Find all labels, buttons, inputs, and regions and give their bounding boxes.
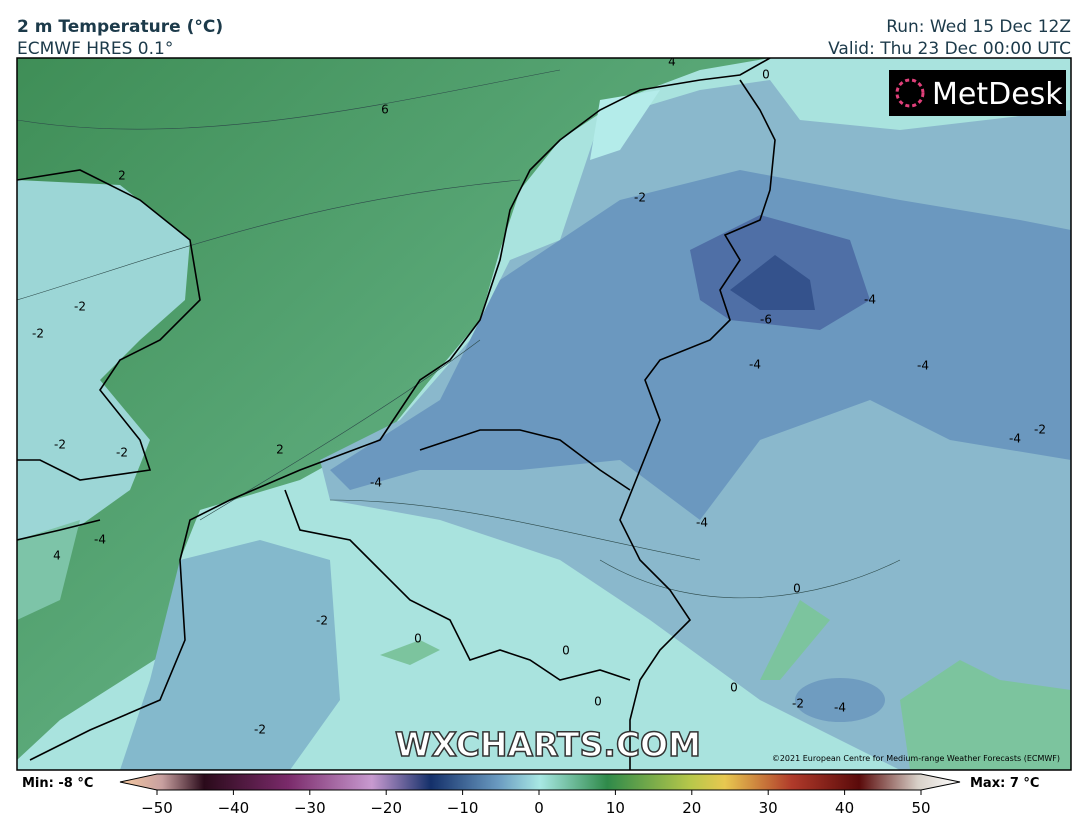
sea xyxy=(17,58,770,760)
border xyxy=(284,489,631,681)
contour-label: 0 xyxy=(730,681,738,695)
contour-label: -4 xyxy=(370,476,382,490)
subtitle: ECMWF HRES 0.1° xyxy=(17,39,173,59)
colorbar-tick-label: 20 xyxy=(682,799,701,817)
map-frame xyxy=(16,57,1072,771)
colorbar-tick-label: 50 xyxy=(911,799,930,817)
contour xyxy=(17,69,901,599)
contour-label: -2 xyxy=(254,723,266,737)
contour-label: 0 xyxy=(594,695,602,709)
logo-box xyxy=(889,70,1066,116)
warm-patch xyxy=(380,640,440,665)
colorbar-tick-label: −40 xyxy=(218,799,250,817)
colorbar xyxy=(119,773,961,791)
contour-label: 4 xyxy=(53,549,61,563)
contour-label: -2 xyxy=(1034,423,1046,437)
colorbar-tick-label: 0 xyxy=(534,799,544,817)
colorbar-tick-label: −20 xyxy=(370,799,402,817)
uk-land xyxy=(17,180,190,540)
contour-label: 2 xyxy=(118,169,126,183)
contour-label: -2 xyxy=(32,327,44,341)
contour-label: -4 xyxy=(94,533,106,547)
contour-label: -2 xyxy=(316,614,328,628)
valid-time: Valid: Thu 23 Dec 00:00 UTC xyxy=(828,39,1071,59)
border xyxy=(619,79,776,770)
contour-label: -4 xyxy=(1009,432,1021,446)
contour-label: -6 xyxy=(760,313,772,327)
colorbar-tick-label: −10 xyxy=(447,799,479,817)
contour-label: -4 xyxy=(696,516,708,530)
colorbar-tick-label: 10 xyxy=(606,799,625,817)
run-time: Run: Wed 15 Dec 12Z xyxy=(886,17,1071,37)
coast-light xyxy=(590,90,660,160)
contour-label: 0 xyxy=(562,644,570,658)
contour-label: -2 xyxy=(116,446,128,460)
coastline xyxy=(29,58,771,761)
france-cold xyxy=(120,540,340,770)
colorbar-tick-label: 40 xyxy=(835,799,854,817)
logo-icon xyxy=(895,78,925,108)
coastline-uk xyxy=(17,169,201,541)
contour-label: -2 xyxy=(792,697,804,711)
contour-label: 0 xyxy=(793,582,801,596)
contour-label: -2 xyxy=(74,300,86,314)
uk-south xyxy=(17,520,80,620)
cold-patch xyxy=(795,678,885,722)
logo: MetDesk xyxy=(889,70,1066,116)
logo-text: MetDesk xyxy=(932,77,1063,112)
colorbar-tick-label: −50 xyxy=(141,799,173,817)
copyright: ©2021 European Centre for Medium-range W… xyxy=(772,754,1060,763)
colorbar-tick-label: −30 xyxy=(294,799,326,817)
warm-patch xyxy=(900,660,1071,770)
watermark: WXCHARTS.COM xyxy=(395,725,701,764)
contour-label: -4 xyxy=(864,293,876,307)
contour-label: -2 xyxy=(54,438,66,452)
contour-label: 0 xyxy=(762,68,770,82)
warm-patch xyxy=(760,600,830,680)
title: 2 m Temperature (°C) xyxy=(17,17,223,37)
max-label: Max: 7 °C xyxy=(970,776,1039,791)
contour-label: 4 xyxy=(668,55,676,69)
map: 4 0 6 2 -2 -2 -2 -2 -2 -2 2 -4 4 -4 -6 -… xyxy=(17,55,1071,770)
colder-zone xyxy=(330,170,1071,520)
border xyxy=(419,429,631,491)
core xyxy=(730,255,815,310)
contour-label: 6 xyxy=(381,103,389,117)
min-label: Min: -8 °C xyxy=(22,776,93,791)
colorbar-tick-label: 30 xyxy=(759,799,778,817)
contour-label: -2 xyxy=(634,191,646,205)
contour-label: 2 xyxy=(276,443,284,457)
contour-label: 0 xyxy=(414,632,422,646)
contour-label: -4 xyxy=(834,701,846,715)
contour-label: -4 xyxy=(917,359,929,373)
contour-label: -4 xyxy=(749,358,761,372)
